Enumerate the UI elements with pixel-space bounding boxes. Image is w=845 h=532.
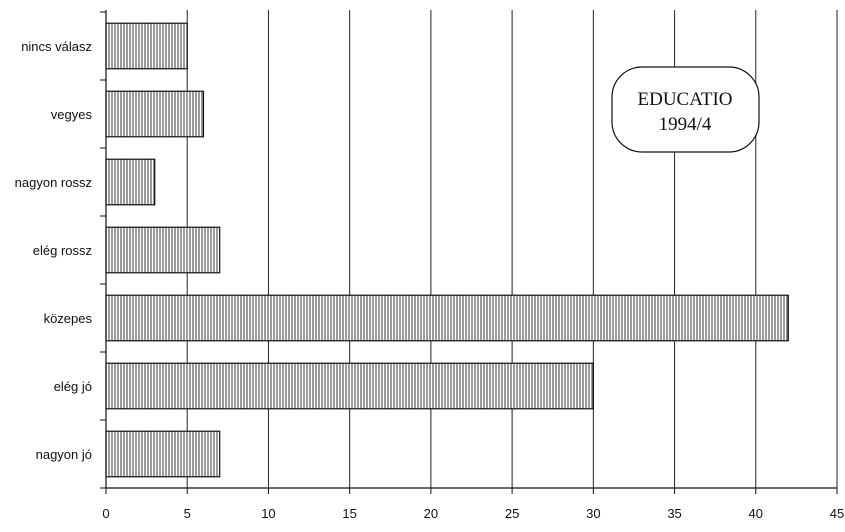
category-label: vegyes bbox=[51, 107, 93, 122]
x-tick-label: 45 bbox=[830, 506, 844, 521]
x-tick-label: 10 bbox=[261, 506, 275, 521]
bar-1 bbox=[105, 22, 188, 70]
x-tick-label: 30 bbox=[586, 506, 600, 521]
axes bbox=[100, 10, 838, 494]
bars-group bbox=[105, 22, 789, 478]
bar-2 bbox=[105, 90, 205, 138]
x-tick-label: 15 bbox=[342, 506, 356, 521]
bar-3 bbox=[105, 158, 156, 206]
bar-4 bbox=[105, 226, 221, 274]
stamp-frame bbox=[611, 66, 760, 153]
education-stamp: EDUCATIO 1994/4 bbox=[611, 66, 760, 153]
x-tick-label: 35 bbox=[667, 506, 681, 521]
x-tick-label: 25 bbox=[505, 506, 519, 521]
category-label: közepes bbox=[44, 311, 93, 326]
category-label: nagyon jó bbox=[36, 447, 92, 462]
x-tick-label: 40 bbox=[749, 506, 763, 521]
stamp-title: EDUCATIO bbox=[638, 89, 733, 110]
category-label: elég rossz bbox=[33, 243, 92, 258]
category-labels: nincs válasz vegyes nagyon rossz elég rossz… bbox=[15, 39, 93, 462]
x-tick-labels: 0 5 10 15 20 25 30 35 40 45 bbox=[102, 506, 844, 521]
x-tick-label: 20 bbox=[424, 506, 438, 521]
category-label: nincs válasz bbox=[21, 39, 92, 54]
bar-6 bbox=[105, 362, 594, 410]
category-label: elég jó bbox=[54, 379, 92, 394]
x-tick-label: 0 bbox=[102, 506, 109, 521]
bar-7 bbox=[105, 430, 221, 478]
stamp-issue: 1994/4 bbox=[659, 114, 712, 135]
bar-5 bbox=[105, 294, 789, 342]
x-tick-label: 5 bbox=[184, 506, 191, 521]
category-label: nagyon rossz bbox=[15, 175, 92, 190]
